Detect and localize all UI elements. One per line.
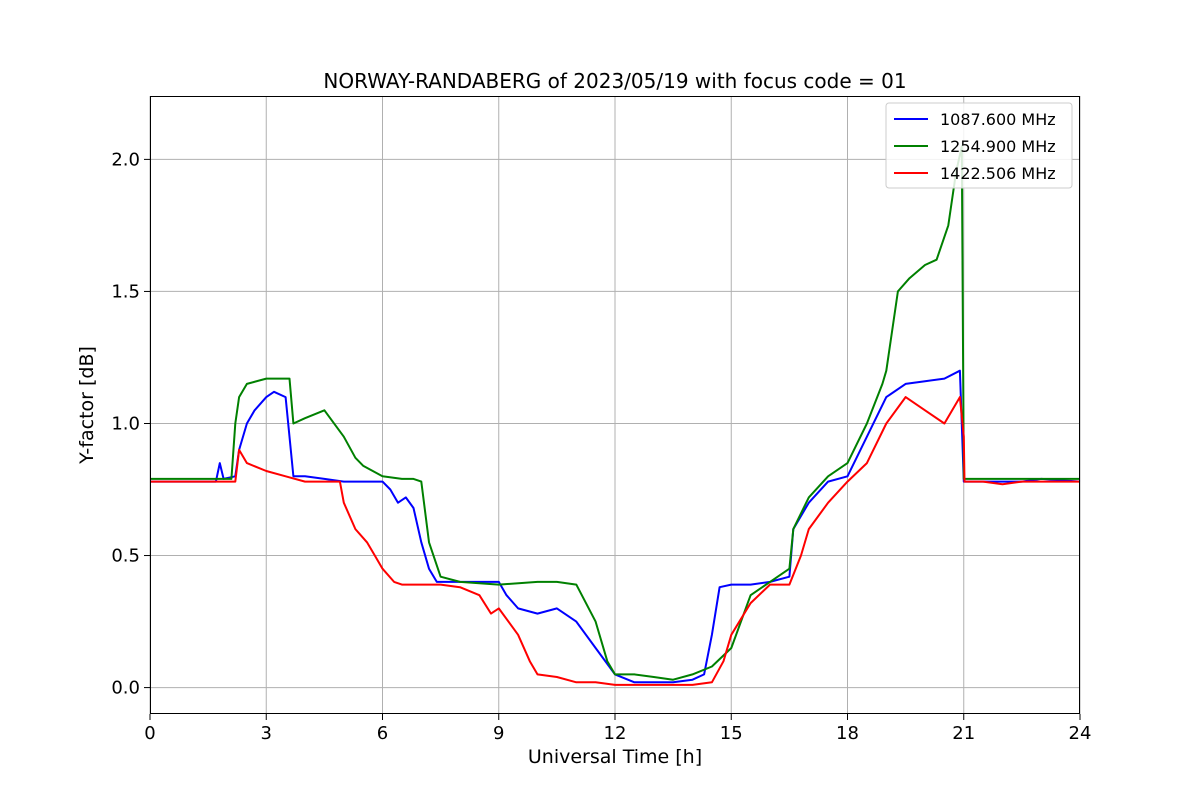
- plot-series: [150, 145, 1081, 686]
- legend-label-2: 1254.900 MHz: [940, 137, 1056, 156]
- series-line-1: [150, 369, 1081, 684]
- x-tick-label: 21: [952, 723, 975, 744]
- legend-label-1: 1087.600 MHz: [940, 110, 1056, 129]
- y-tick-label: 1.5: [111, 281, 140, 302]
- x-axis-label: Universal Time [h]: [528, 746, 702, 768]
- x-tick-label: 0: [144, 723, 155, 744]
- series-line-3: [150, 396, 1080, 686]
- y-tick-label: 0.0: [111, 678, 140, 699]
- y-tick-label: 1.0: [111, 413, 140, 434]
- x-tick-label: 3: [261, 723, 272, 744]
- legend: 1087.600 MHz 1254.900 MHz 1422.506 MHz: [885, 102, 1073, 189]
- x-tick-label: 24: [1069, 723, 1092, 744]
- x-tick-label: 6: [377, 723, 388, 744]
- legend-label-3: 1422.506 MHz: [940, 164, 1056, 183]
- y-tick-label: 0.5: [111, 546, 140, 567]
- x-tick-label: 9: [493, 723, 504, 744]
- x-tick-label: 15: [720, 723, 743, 744]
- chart-title: NORWAY-RANDABERG of 2023/05/19 with focu…: [323, 69, 906, 93]
- legend-box: [885, 102, 1073, 189]
- plot-frame: [150, 96, 1080, 714]
- x-tick-label: 12: [604, 723, 627, 744]
- axis-ticks: 0 3 6 9 12 15 18 21 24 0.0 0.5 1.0 1.5 2.0: [111, 149, 1091, 744]
- series-line-2: [150, 145, 1080, 681]
- y-axis-label: Y-factor [dB]: [76, 346, 98, 465]
- x-tick-label: 18: [836, 723, 859, 744]
- y-tick-label: 2.0: [111, 149, 140, 170]
